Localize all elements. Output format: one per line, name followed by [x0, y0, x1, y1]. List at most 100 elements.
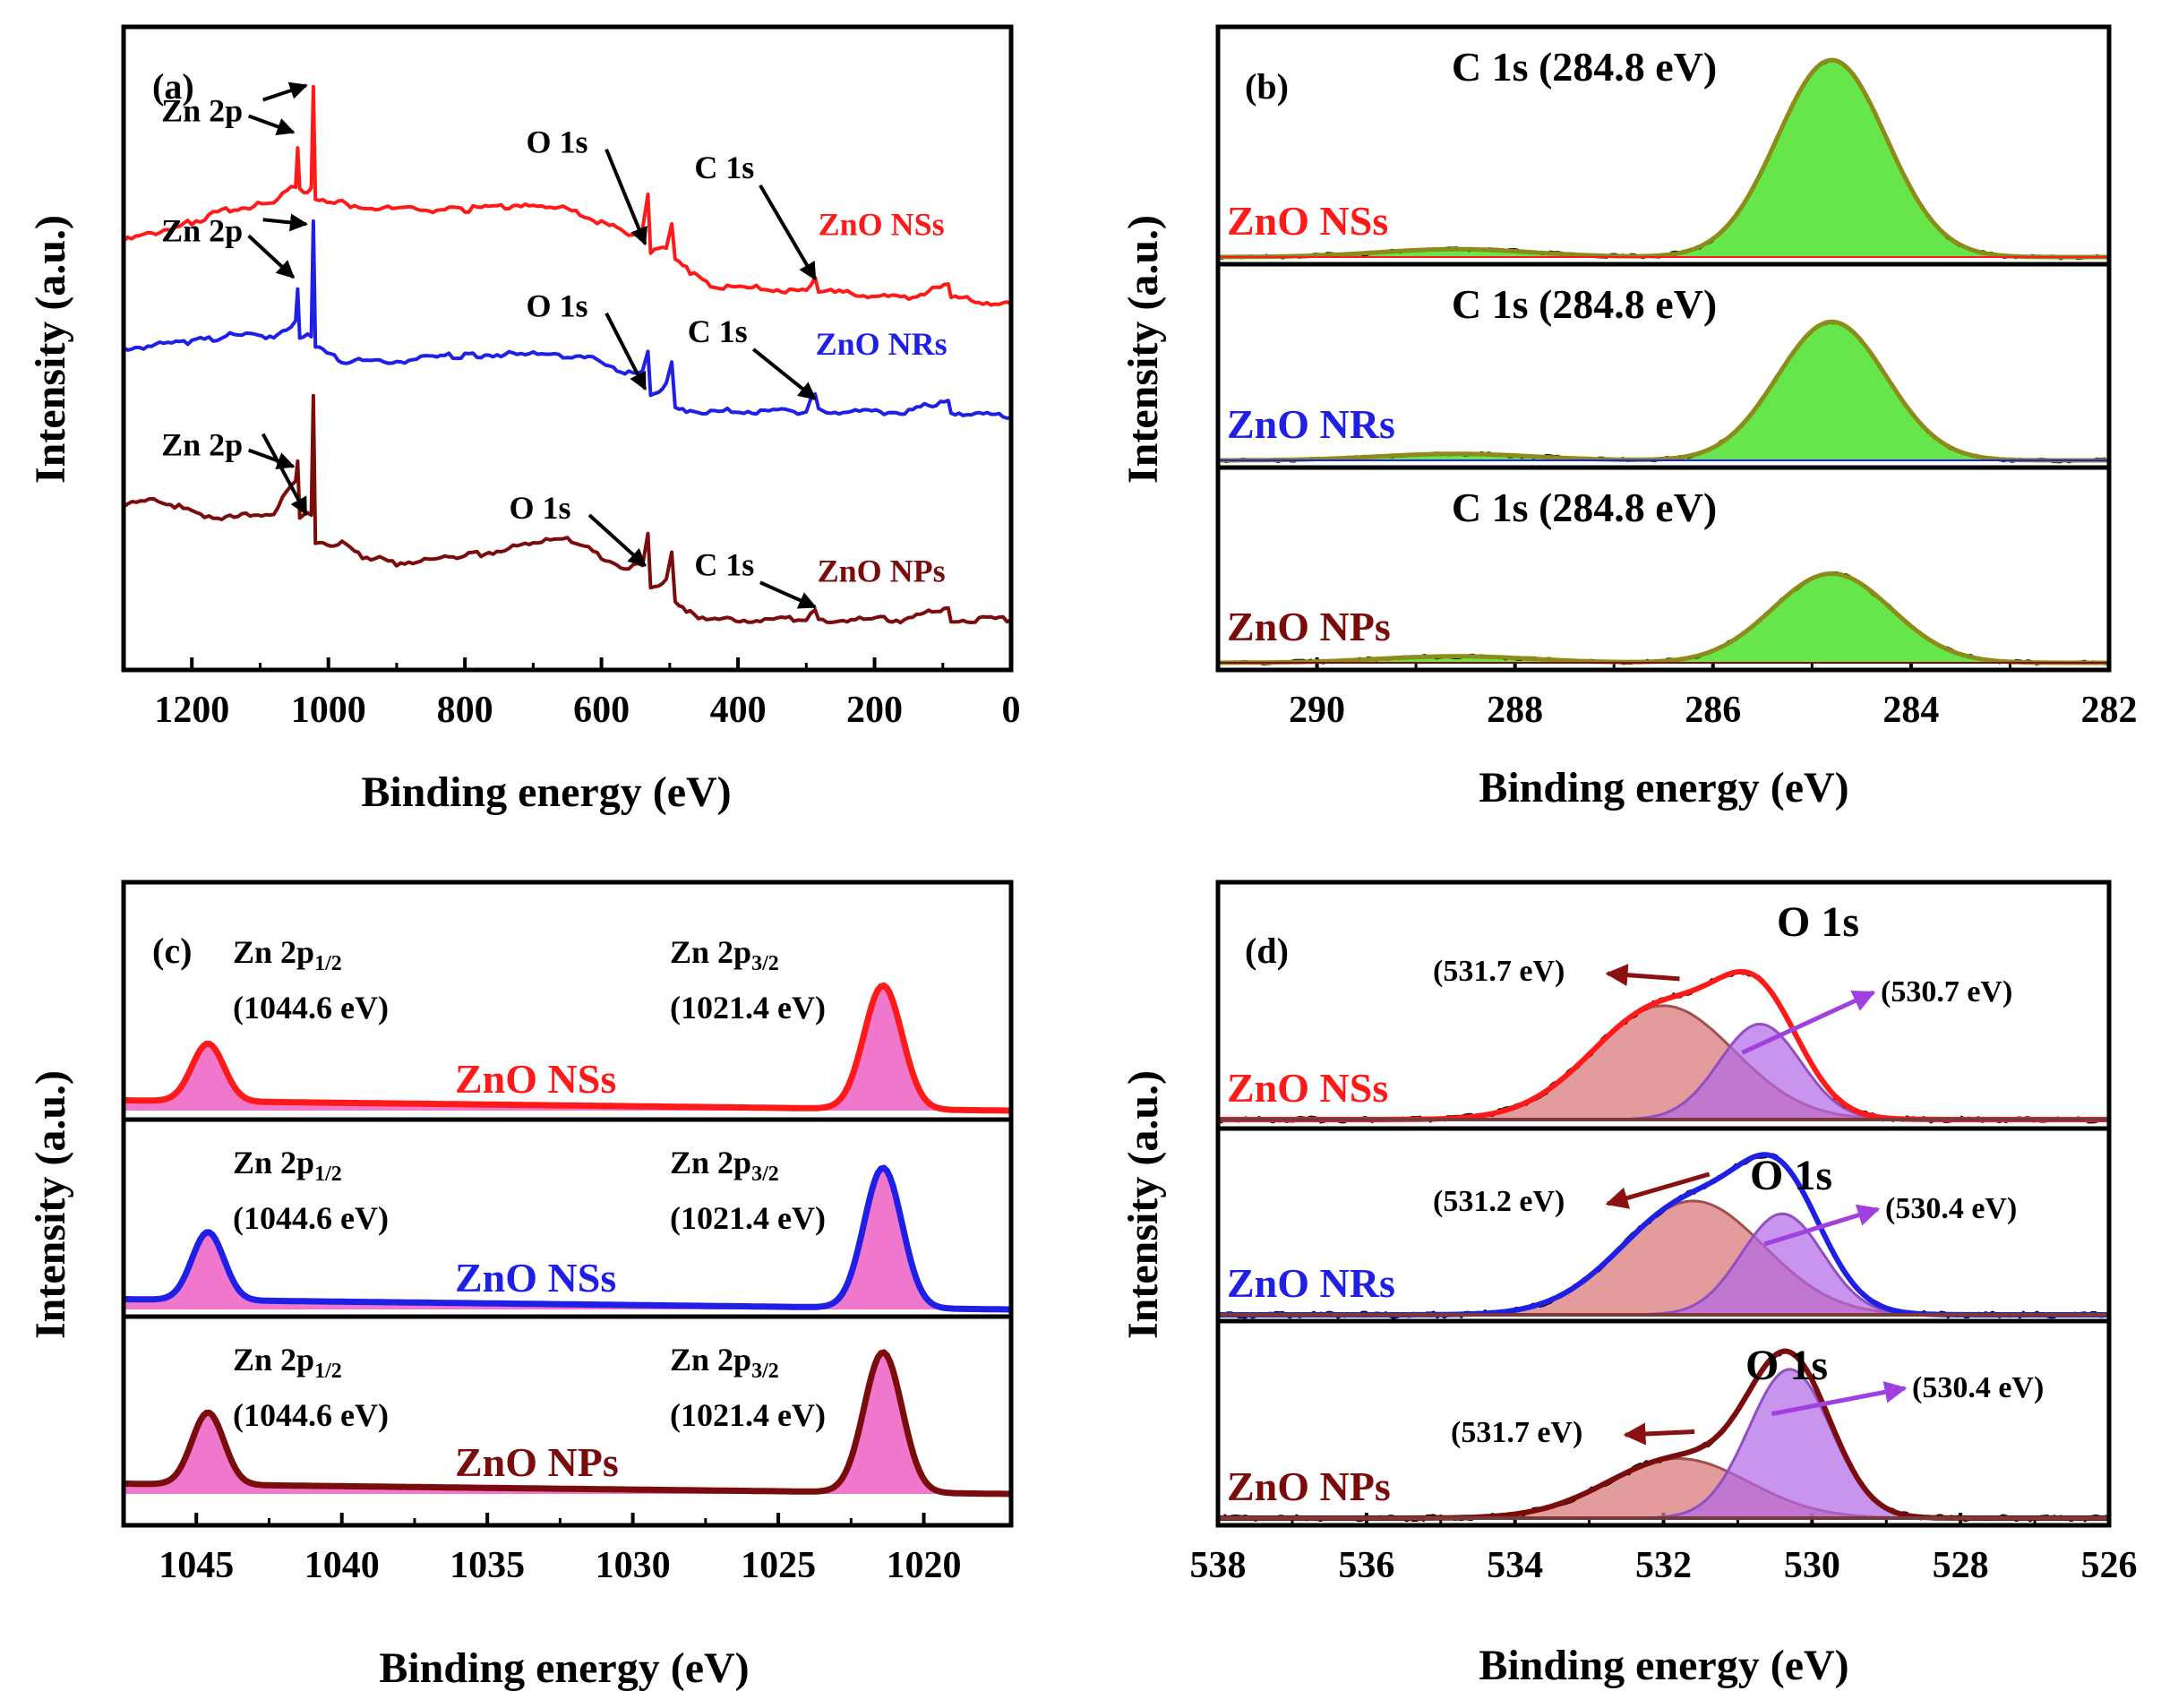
panel-d: 538 536 534 532 530 528 526 O 1s (531.7 eV) (530.… — [1119, 880, 2138, 1689]
panel-c-xtick-label: 1020 — [887, 1545, 962, 1586]
panel-d-xtick-label: 538 — [1190, 1545, 1247, 1586]
panel-a-zn2p-label: Zn 2p — [161, 212, 243, 248]
panel-b-ylabel: Intensity (a.u.) — [1119, 215, 1167, 484]
panel-a-arrow — [262, 82, 308, 102]
panel-b-series-name: ZnO NPs — [1227, 604, 1391, 649]
panel-c-series-name: ZnO NPs — [455, 1439, 619, 1485]
panel-a-xtick-label: 400 — [710, 690, 767, 731]
panel-c-zn2p32-label: Zn 2p3/2 — [670, 1342, 779, 1383]
panel-b-plot: 290 288 286 284 282 C 1s (284.8 eV) ZnO NSs C 1… — [1217, 44, 2138, 731]
panel-c-zn2p12-label: Zn 2p1/2 — [233, 1342, 342, 1383]
panel-d-xlabel: Binding energy (eV) — [1479, 1642, 1848, 1689]
panel-a-arrow — [605, 148, 647, 246]
panel-c-energy-label: (1044.6 eV) — [233, 990, 389, 1026]
panel-c-energy-label: (1044.6 eV) — [233, 1397, 389, 1433]
panel-c-xlabel: Binding energy (eV) — [379, 1644, 749, 1692]
panel-d-o1s-label: O 1s — [1777, 898, 1859, 946]
panel-c-energy-label: (1021.4 eV) — [670, 1200, 826, 1236]
panel-b-xtick-label: 284 — [1882, 690, 1939, 731]
panel-c-frame — [121, 880, 1014, 1528]
panel-c-series-name: ZnO NSs — [455, 1056, 616, 1102]
panel-a-label: (a) — [152, 66, 194, 107]
panel-d-xtick-label: 526 — [2081, 1545, 2138, 1586]
panel-b-xtick-label: 290 — [1289, 690, 1345, 731]
panel-b-label: (b) — [1245, 66, 1289, 107]
panel-c-xtick-label: 1045 — [159, 1545, 234, 1586]
panel-c-line — [124, 982, 1011, 1114]
panel-b-fit-line — [1218, 57, 2109, 260]
panel-d-series-name: ZnO NRs — [1227, 1260, 1395, 1306]
panel-d-o1s-label: O 1s — [1750, 1152, 1832, 1199]
panel-c-energy-label: (1021.4 eV) — [670, 990, 826, 1026]
panel-d-ylabel: Intensity (a.u.) — [1119, 1070, 1167, 1339]
panel-c-zn2p12-label: Zn 2p1/2 — [233, 934, 342, 975]
panel-c-xtick-label: 1035 — [450, 1545, 525, 1586]
panel-a-xlabel: Binding energy (eV) — [361, 768, 731, 816]
panel-d-arrow — [1763, 1204, 1881, 1247]
panel-d-arrow — [1623, 1422, 1695, 1446]
panel-a-series-name: ZnO NSs — [819, 206, 945, 242]
panel-c-energy-label: (1021.4 eV) — [670, 1397, 826, 1433]
panel-a-xtick-label: 1000 — [291, 690, 366, 731]
panel-c-energy-label: (1044.6 eV) — [233, 1200, 389, 1236]
panel-c-ylabel: Intensity (a.u.) — [27, 1070, 74, 1339]
panel-d-low-be-label: (530.4 eV) — [1912, 1371, 2044, 1404]
panel-c-zn2p12-label: Zn 2p1/2 — [233, 1145, 342, 1186]
panel-c-zn2p32-label: Zn 2p3/2 — [670, 1145, 779, 1186]
panel-b-xtick-label: 288 — [1487, 690, 1543, 731]
panel-a-frame — [121, 24, 1014, 673]
panel-c-line — [124, 1164, 1011, 1313]
panel-a-xtick-label: 1200 — [154, 690, 229, 731]
panel-b-c1s-fill — [1218, 60, 2109, 257]
panel-b-xlabel: Binding energy (eV) — [1479, 764, 1848, 811]
panel-b-frame — [1215, 24, 2112, 673]
panel-b-c1s-fill — [1218, 573, 2109, 663]
panel-d-xtick-label: 536 — [1338, 1545, 1394, 1586]
panel-a-series-0 — [122, 84, 1013, 307]
panel-a-o1s-label: O 1s — [527, 288, 588, 324]
panel-a-arrow — [605, 312, 647, 391]
panel-b-peak-label: C 1s (284.8 eV) — [1452, 485, 1717, 530]
panel-a-zn2p-label: Zn 2p — [161, 93, 243, 129]
panel-d-arrow — [1605, 964, 1680, 987]
panel-a: 1200 1000 800 600 400 200 0 Zn 2p O 1s C 1s ZnO NS… — [27, 24, 1021, 816]
panel-d-xtick-label: 528 — [1933, 1545, 1989, 1586]
panel-c-plot: 1045 1040 1035 1030 1025 1020 Zn 2p1/2 (1044.6 … — [124, 934, 1011, 1586]
panel-a-arrow — [751, 348, 817, 400]
panel-a-arrow — [247, 114, 296, 135]
panel-a-c1s-label: C 1s — [694, 150, 754, 185]
panel-c-line — [124, 1349, 1011, 1498]
panel-a-arrow — [261, 433, 308, 516]
panel-c-xtick-label: 1030 — [596, 1545, 671, 1586]
panel-d-plot: 538 536 534 532 530 528 526 O 1s (531.7 eV) (530.… — [1190, 898, 2138, 1586]
panel-b-fit-line — [1218, 571, 2109, 665]
panel-a-c1s-label: C 1s — [694, 546, 754, 582]
panel-a-arrow — [759, 184, 817, 281]
panel-c-zn2p32-label: Zn 2p3/2 — [670, 934, 779, 975]
panel-a-series-name: ZnO NPs — [818, 553, 946, 588]
panel-b-series-name: ZnO NRs — [1227, 401, 1395, 447]
panel-d-series-name: ZnO NSs — [1227, 1065, 1388, 1111]
panel-a-xtick-label: 200 — [846, 690, 903, 731]
panel-c-label: (c) — [152, 931, 192, 971]
panel-b-xtick-label: 286 — [1685, 690, 1741, 731]
panel-d-arrow — [1771, 1380, 1908, 1417]
panel-a-arrow — [759, 580, 818, 609]
panel-a-series-name: ZnO NRs — [816, 326, 948, 362]
panel-d-xtick-label: 534 — [1487, 1545, 1543, 1586]
panel-d-high-be-label: (531.7 eV) — [1451, 1416, 1582, 1449]
panel-d-high-be-label: (531.2 eV) — [1433, 1185, 1565, 1218]
panel-a-arrow — [247, 448, 296, 470]
panel-b: 290 288 286 284 282 C 1s (284.8 eV) ZnO NSs C 1… — [1119, 24, 2138, 811]
panel-a-arrow — [247, 234, 296, 279]
panel-a-xtick-label: 800 — [437, 690, 493, 731]
panel-a-xtick-label: 600 — [573, 690, 630, 731]
panel-a-arrow — [587, 513, 647, 567]
panel-d-frame — [1215, 880, 2112, 1528]
panel-d-label: (d) — [1245, 931, 1289, 971]
panel-b-peak-label: C 1s (284.8 eV) — [1452, 281, 1717, 327]
panel-d-arrow — [1741, 990, 1876, 1055]
panel-a-series-2 — [122, 393, 1012, 625]
panel-a-ylabel: Intensity (a.u.) — [27, 215, 74, 484]
